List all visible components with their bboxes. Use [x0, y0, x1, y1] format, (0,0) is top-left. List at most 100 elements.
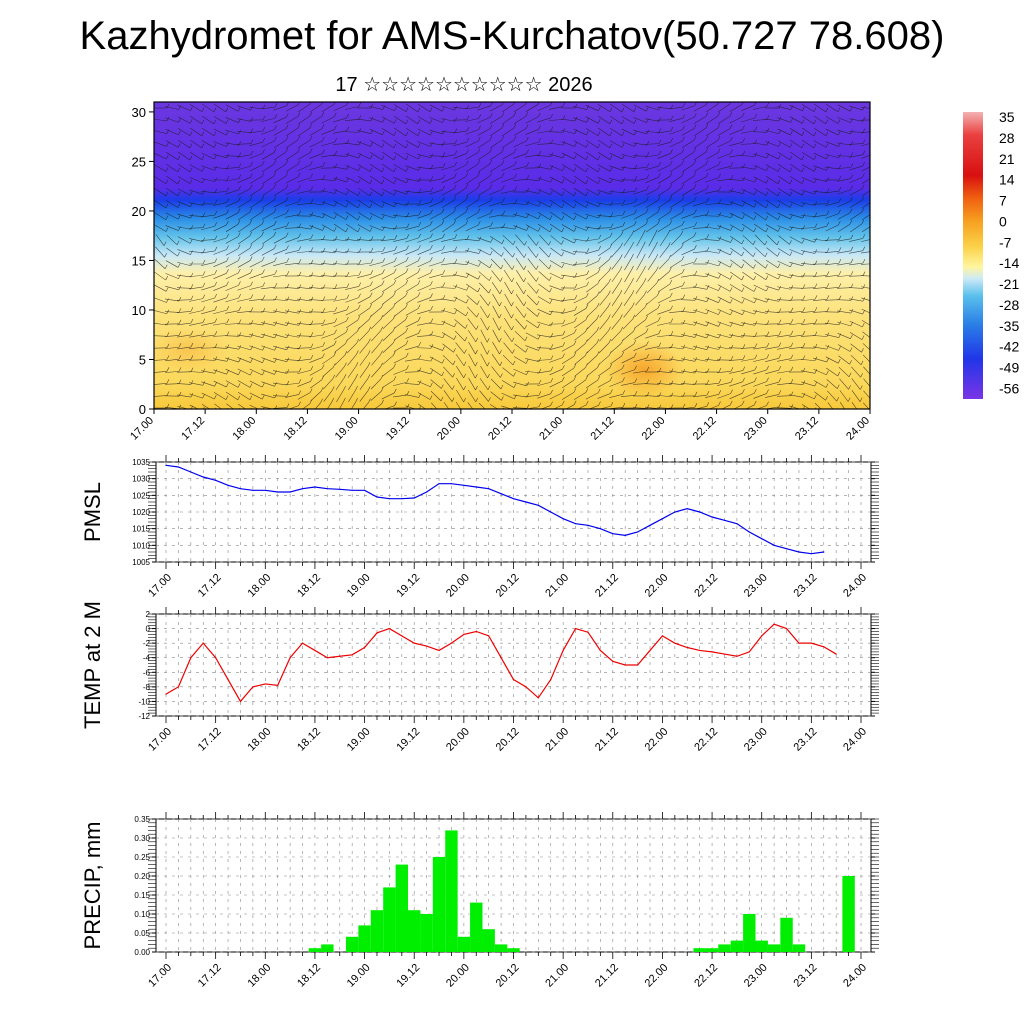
- wind-barb: [597, 176, 611, 184]
- wind-barb: [489, 116, 503, 124]
- wind-barb-feather: [875, 285, 877, 289]
- pmsl-point: [500, 493, 502, 495]
- wind-barb: [393, 369, 407, 375]
- wind-barb: [492, 293, 500, 307]
- wind-barb: [188, 371, 204, 373]
- wind-barb-feather: [706, 345, 710, 350]
- wind-barb-feather: [585, 304, 589, 309]
- wind-barb-feather: [382, 130, 385, 136]
- wind-barb-feather: [501, 147, 505, 153]
- wind-barb-feather: [406, 234, 410, 239]
- pmsl-point: [674, 511, 676, 513]
- wind-barb: [453, 296, 467, 304]
- precip-bar: [507, 948, 520, 952]
- wind-barb: [848, 131, 864, 133]
- wind-barb: [717, 225, 731, 231]
- wind-barb: [339, 401, 344, 409]
- wind-barb: [825, 153, 839, 159]
- wind-barb: [440, 275, 456, 277]
- wind-barb-feather: [499, 314, 502, 319]
- wind-barb: [577, 404, 587, 409]
- wind-barb: [309, 202, 323, 206]
- wind-barb-feather: [753, 264, 756, 269]
- wind-barb: [585, 249, 599, 255]
- colorbar-label: 14: [999, 172, 1015, 188]
- wind-barb-feather: [310, 247, 314, 252]
- wind-barb-feather: [487, 373, 490, 379]
- wind-barb: [351, 401, 356, 409]
- wind-barb: [189, 404, 199, 409]
- wind-barb-feather: [790, 130, 793, 136]
- wind-barb: [154, 335, 168, 337]
- wind-barb: [225, 129, 239, 135]
- wind-barb: [320, 275, 336, 277]
- wind-barb: [813, 178, 827, 182]
- wind-barb: [177, 213, 191, 219]
- wind-barb: [717, 213, 731, 219]
- wind-barb-feather: [826, 248, 830, 253]
- wind-barb: [155, 246, 165, 258]
- wind-barb-feather: [322, 136, 325, 142]
- wind-barb: [681, 248, 695, 256]
- wind-barb-feather: [574, 142, 577, 147]
- wind-barb: [178, 163, 190, 173]
- wind-barb-feather: [538, 150, 542, 156]
- wind-barb: [849, 154, 863, 158]
- wind-barb-feather: [875, 298, 877, 302]
- wind-barb-feather: [310, 343, 314, 348]
- wind-barb: [574, 163, 586, 173]
- wind-barb: [693, 346, 707, 350]
- wind-barb: [645, 320, 659, 328]
- wind-barb: [466, 187, 478, 197]
- wind-barb: [863, 366, 870, 375]
- wind-barb: [225, 260, 239, 268]
- wind-barb-feather: [681, 183, 685, 189]
- wind-barb-feather: [778, 319, 782, 324]
- wind-barb-feather: [274, 333, 278, 339]
- wind-barb-feather: [394, 401, 397, 406]
- wind-barb: [237, 403, 247, 409]
- wind-barb-feather: [644, 290, 647, 295]
- wind-barb: [694, 151, 706, 161]
- wind-barb-feather: [285, 136, 289, 141]
- wind-barb-feather: [718, 367, 722, 373]
- wind-barb: [826, 367, 838, 377]
- wind-barb: [273, 322, 287, 326]
- wind-barb-feather: [477, 183, 481, 189]
- wind-barb-feather: [753, 287, 757, 292]
- wind-barb: [586, 283, 598, 293]
- wind-barb: [441, 177, 455, 183]
- wind-barb-feather: [500, 373, 503, 378]
- wind-barb: [777, 370, 791, 374]
- wind-barb: [837, 129, 851, 135]
- wind-barb: [392, 227, 408, 229]
- wind-barb-feather: [718, 261, 722, 266]
- wind-barb: [513, 202, 527, 206]
- wind-barb: [225, 248, 239, 256]
- wind-barb: [285, 214, 299, 218]
- wind-barb-feather: [286, 209, 289, 214]
- wind-barb: [273, 333, 287, 339]
- wind-barb: [285, 310, 299, 314]
- wind-barb: [381, 392, 395, 400]
- wind-barb-feather: [550, 378, 554, 383]
- wind-barb-feather: [190, 106, 193, 111]
- wind-barb: [478, 151, 490, 161]
- wind-barb-feather: [489, 184, 493, 189]
- wind-barb: [455, 401, 462, 409]
- wind-barb: [598, 127, 610, 137]
- wind-barb-feather: [561, 263, 565, 268]
- wind-barb: [753, 369, 767, 375]
- wind-barb: [479, 282, 489, 294]
- wind-barb: [705, 103, 719, 113]
- wind-barb: [154, 271, 166, 281]
- wind-barb-feather: [226, 331, 230, 336]
- wind-barb-feather: [525, 112, 529, 117]
- wind-barb-feather: [669, 172, 673, 177]
- wind-barb-feather: [298, 401, 301, 406]
- wind-barb-feather: [682, 268, 685, 274]
- wind-barb: [777, 382, 791, 386]
- wind-barb: [825, 166, 839, 170]
- wind-barb: [848, 143, 864, 145]
- wind-barb-feather: [634, 175, 638, 181]
